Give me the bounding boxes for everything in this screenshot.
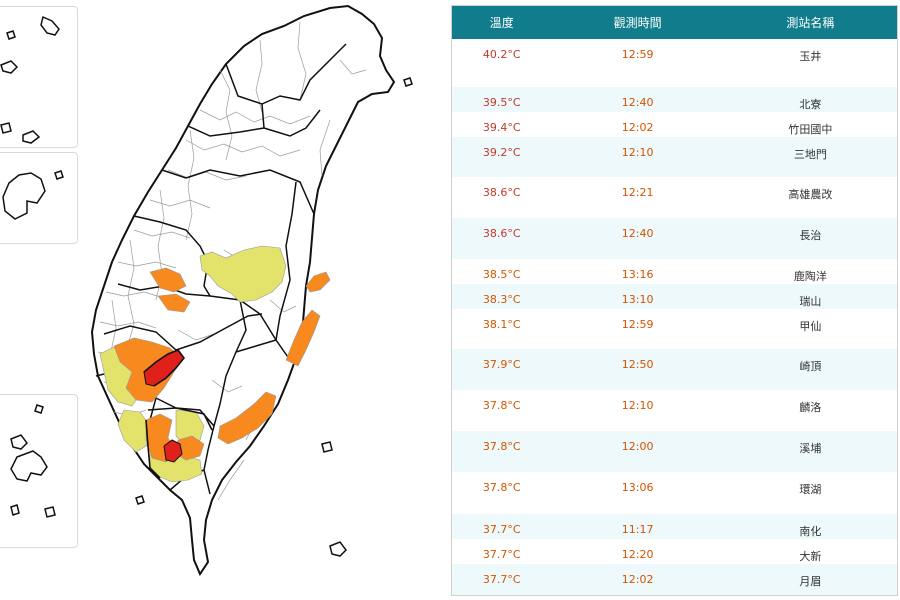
table-row[interactable]: 38.5°C 13:16 鹿陶洋 [452, 259, 897, 284]
table-row[interactable]: 37.8°C 12:00 溪埔 [452, 431, 897, 472]
table-row[interactable]: 39.2°C 12:10 三地門 [452, 137, 897, 177]
cell-time: 12:10 [621, 399, 654, 412]
yellow-region-taichung-mountain [199, 245, 287, 303]
cell-time: 12:59 [621, 318, 654, 331]
table-header: 溫度 觀測時間 測站名稱 [452, 6, 897, 39]
table-row[interactable]: 38.6°C 12:21 高雄農改 [452, 177, 897, 218]
kinmen-inset[interactable] [0, 6, 78, 148]
cell-time: 11:17 [621, 523, 654, 536]
table-row[interactable]: 37.8°C 12:10 麟洛 [452, 390, 897, 431]
cell-time: 12:02 [621, 573, 654, 586]
orchid-island [329, 541, 347, 557]
red-region-pingtung [163, 439, 183, 463]
header-temperature[interactable]: 溫度 [489, 16, 514, 30]
temperature-alert-map[interactable] [0, 0, 450, 600]
cell-temperature: 39.5°C [482, 96, 521, 109]
matsu-inset[interactable] [0, 152, 78, 244]
table-row[interactable]: 37.7°C 11:17 南化 [452, 514, 897, 539]
cell-temperature: 37.7°C [482, 523, 521, 536]
orange-region-changhua [157, 293, 191, 313]
cell-time: 12:50 [621, 358, 654, 371]
cell-time: 12:59 [621, 48, 654, 61]
table-row[interactable]: 37.7°C 12:02 月眉 [452, 564, 897, 595]
cell-time: 12:40 [621, 96, 654, 109]
cell-station: 北寮 [799, 98, 822, 111]
cell-temperature: 37.8°C [482, 399, 521, 412]
kinmen-islands [0, 15, 60, 144]
cell-time: 13:16 [621, 268, 654, 281]
table-row[interactable]: 37.9°C 12:50 崎頂 [452, 349, 897, 390]
cell-time: 12:02 [621, 121, 654, 134]
cell-time: 12:00 [621, 440, 654, 453]
cell-station: 南化 [799, 525, 822, 538]
cell-temperature: 37.9°C [482, 358, 521, 371]
matsu-islands [2, 170, 64, 220]
orange-region-hualien-north [305, 271, 331, 293]
cell-temperature: 37.7°C [482, 548, 521, 561]
cell-time: 12:20 [621, 548, 654, 561]
penghu-islands [10, 404, 56, 518]
cell-time: 13:06 [621, 481, 654, 494]
table-row[interactable]: 37.8°C 13:06 環湖 [452, 472, 897, 514]
cell-station: 長治 [799, 229, 822, 242]
cell-time: 12:10 [621, 146, 654, 159]
yellow-region-kaohsiung [117, 409, 151, 453]
cell-temperature: 38.6°C [482, 227, 521, 240]
table-row[interactable]: 37.7°C 12:20 大新 [452, 539, 897, 564]
cell-time: 13:10 [621, 293, 654, 306]
cell-temperature: 40.2°C [482, 48, 521, 61]
cell-temperature: 39.2°C [482, 146, 521, 159]
table-row[interactable]: 39.4°C 12:02 竹田國中 [452, 112, 897, 137]
turtle-island [403, 77, 413, 87]
orange-region-taitung [217, 391, 277, 445]
table-row[interactable]: 38.1°C 12:59 甲仙 [452, 309, 897, 349]
cell-temperature: 39.4°C [482, 121, 521, 134]
cell-temperature: 37.7°C [482, 573, 521, 586]
cell-station: 月眉 [799, 575, 822, 588]
cell-temperature: 38.1°C [482, 318, 521, 331]
liuqiu-island [135, 495, 145, 505]
cell-station: 甲仙 [799, 320, 822, 333]
cell-station: 大新 [799, 550, 822, 563]
taiwan-map [90, 4, 413, 577]
cell-temperature: 37.8°C [482, 440, 521, 453]
penghu-inset[interactable] [0, 394, 78, 548]
cell-station: 溪埔 [799, 442, 822, 455]
county-borders-overlay [143, 349, 213, 479]
orange-region-hualien-south [285, 309, 321, 367]
cell-station: 竹田國中 [788, 123, 833, 136]
table-row[interactable]: 39.5°C 12:40 北寮 [452, 87, 897, 112]
table-row[interactable]: 38.3°C 13:10 瑞山 [452, 284, 897, 309]
cell-station: 麟洛 [799, 401, 822, 414]
temperature-table: 溫度 觀測時間 測站名稱 40.2°C 12:59 玉井 39.5°C 12:4… [451, 5, 898, 596]
header-station-name[interactable]: 測站名稱 [786, 16, 835, 30]
cell-station: 環湖 [799, 483, 822, 496]
table-row[interactable]: 40.2°C 12:59 玉井 [452, 39, 897, 87]
table-row[interactable]: 38.6°C 12:40 長治 [452, 218, 897, 259]
header-observation-time[interactable]: 觀測時間 [613, 16, 662, 30]
orange-region-miaoli [149, 267, 187, 293]
cell-station: 三地門 [793, 148, 827, 161]
cell-station: 玉井 [799, 50, 822, 63]
green-island [321, 441, 333, 453]
cell-station: 瑞山 [799, 295, 822, 308]
cell-station: 崎頂 [799, 360, 822, 373]
cell-station: 鹿陶洋 [793, 270, 827, 283]
cell-temperature: 38.3°C [482, 293, 521, 306]
cell-temperature: 38.6°C [482, 186, 521, 199]
cell-station: 高雄農改 [788, 188, 833, 201]
cell-time: 12:40 [621, 227, 654, 240]
cell-temperature: 37.8°C [482, 481, 521, 494]
cell-time: 12:21 [621, 186, 654, 199]
cell-temperature: 38.5°C [482, 268, 521, 281]
